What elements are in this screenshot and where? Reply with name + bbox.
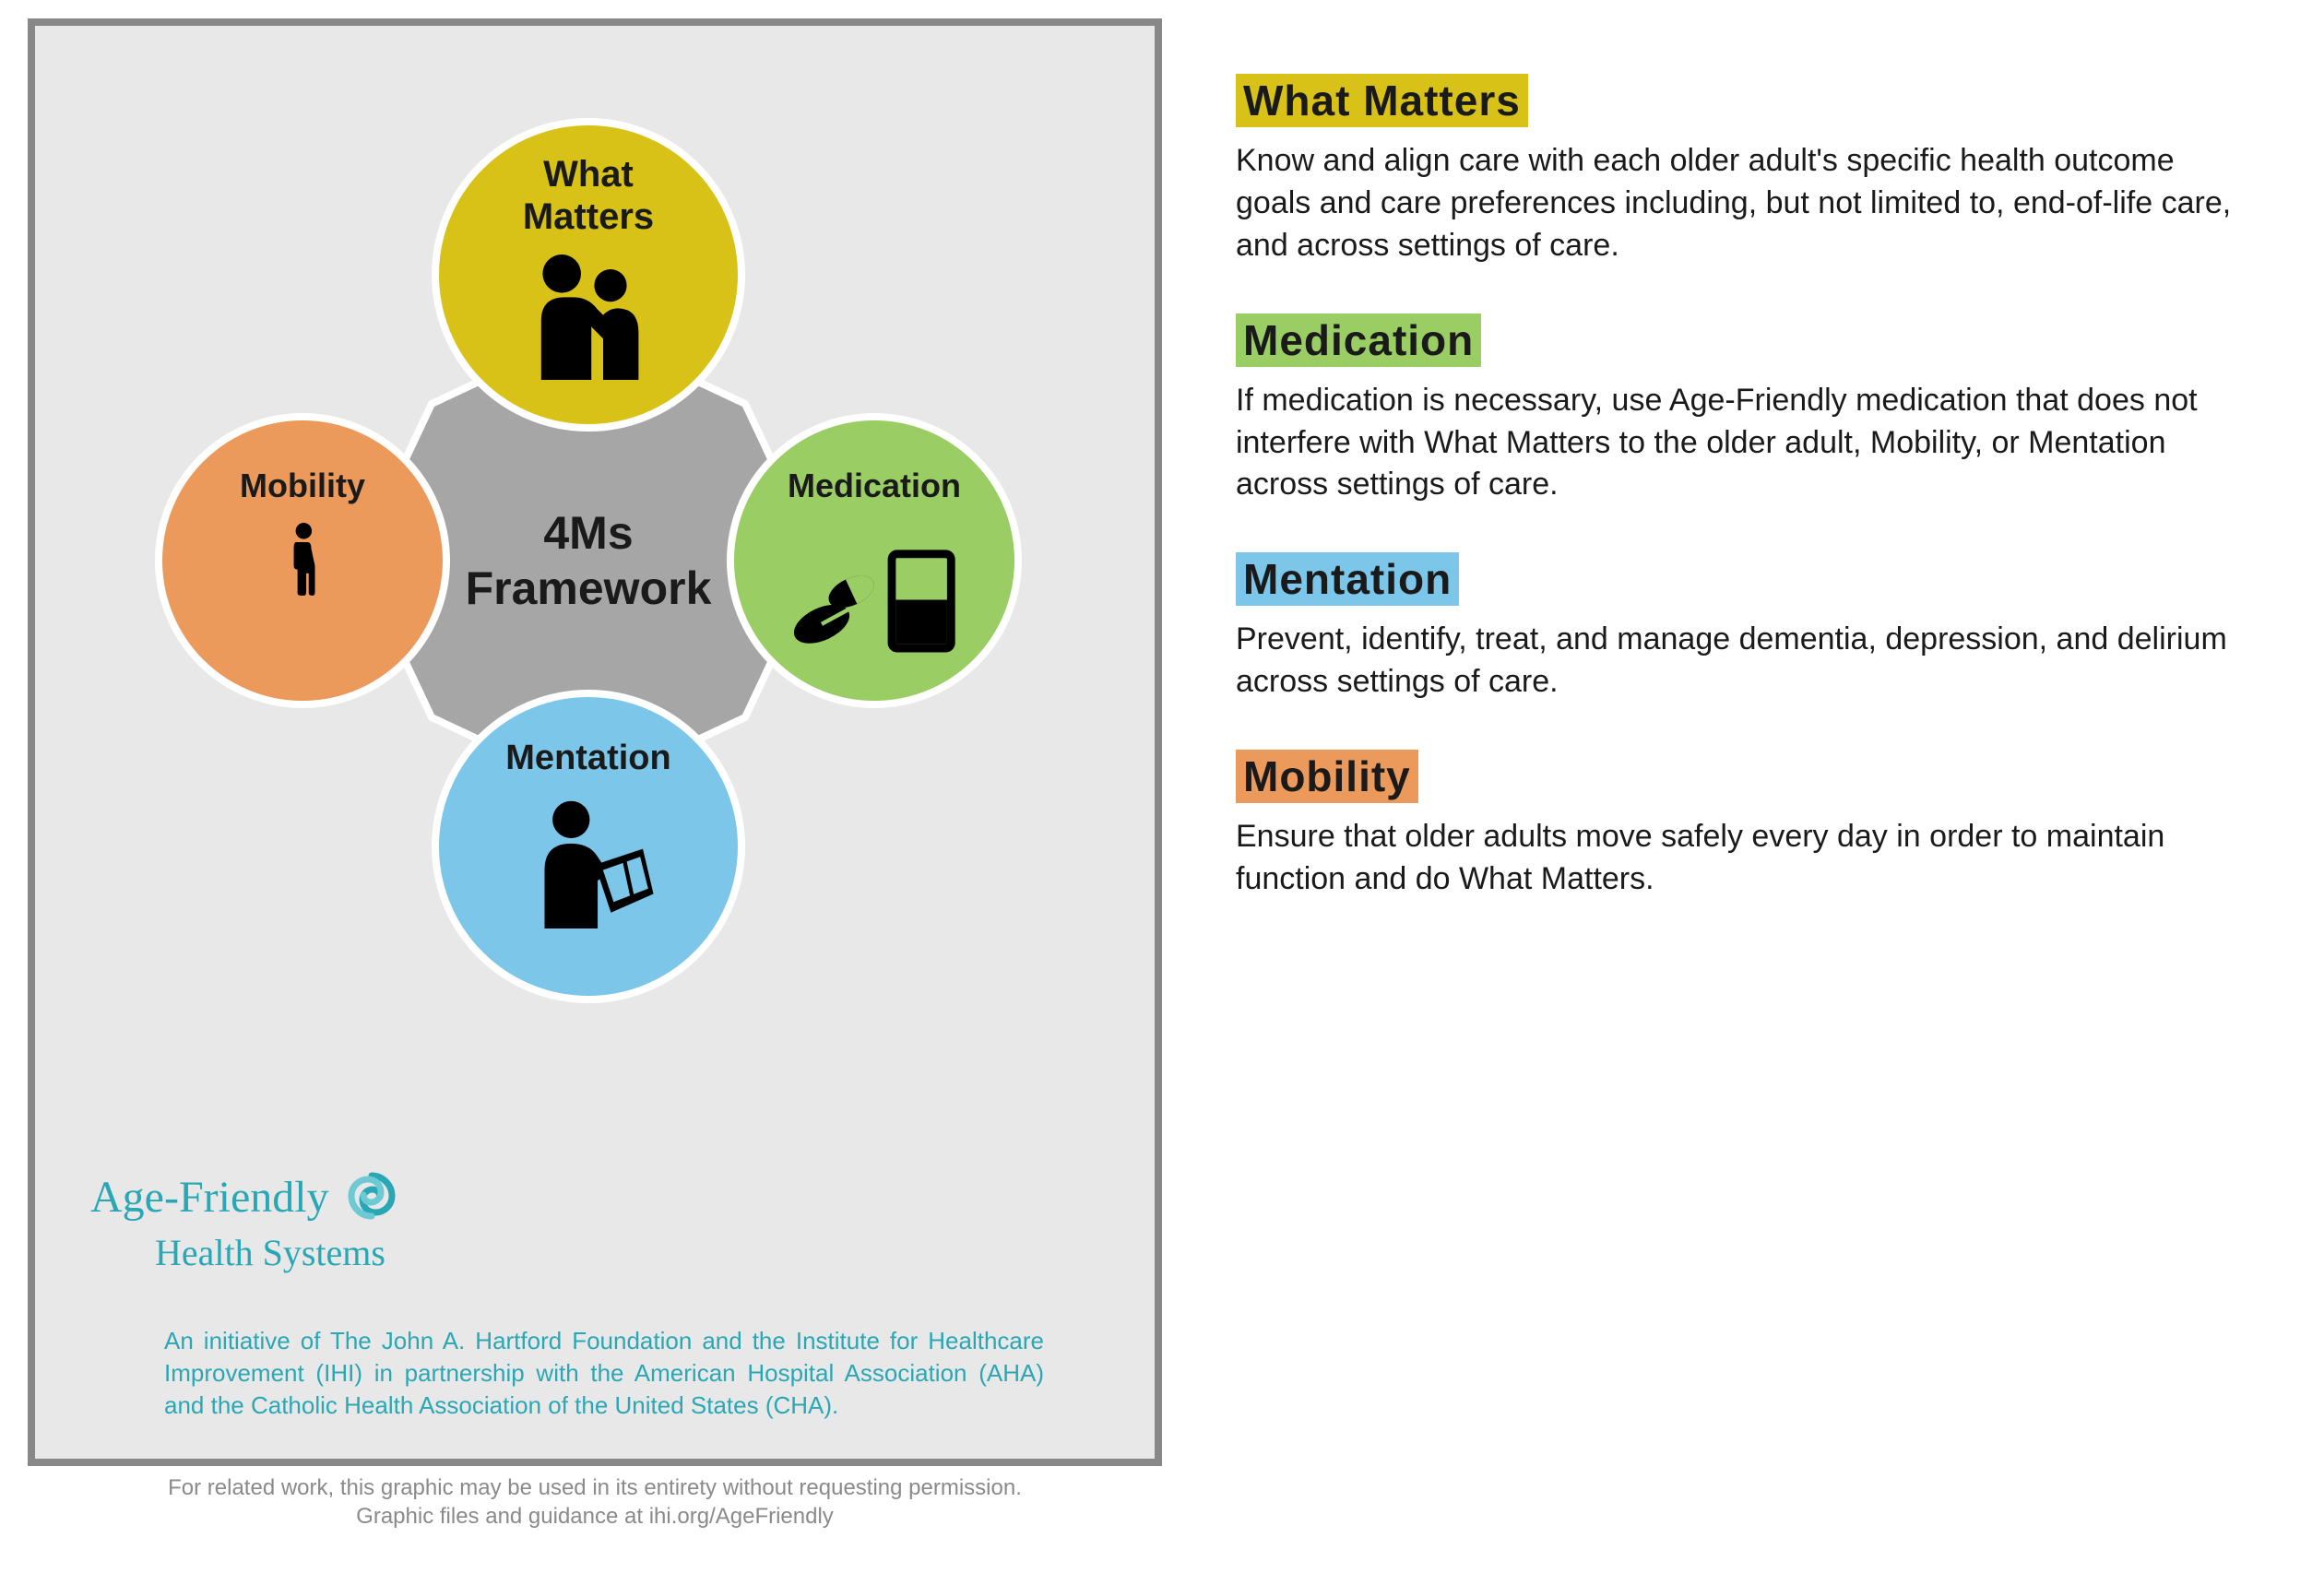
description-section: Medication If medication is necessary, us…: [1236, 313, 2241, 507]
swirl-icon: [348, 1172, 396, 1231]
description-section: Mentation Prevent, identify, treat, and m…: [1236, 552, 2241, 704]
circle-medication: Medication: [727, 413, 1022, 708]
logo-line2: Health Systems: [155, 1231, 396, 1274]
descriptions-panel: What Matters Know and align care with eac…: [1162, 18, 2296, 1555]
section-heading: Medication: [1236, 313, 1481, 367]
circle-label: WhatMatters: [523, 153, 654, 238]
section-heading: Mobility: [1236, 750, 1418, 803]
footer-line1: For related work, this graphic may be us…: [35, 1473, 1155, 1502]
circle-label: Mentation: [505, 739, 670, 779]
circle-label: Medication: [788, 467, 961, 504]
logo-line1: Age-Friendly: [90, 1173, 329, 1222]
section-body: Prevent, identify, treat, and manage dem…: [1236, 619, 2241, 704]
circle-label: Mobility: [240, 467, 365, 504]
diagram-panel: 4MsFramework WhatMatters Medication Mentat…: [28, 18, 1162, 1466]
reading-icon: [515, 796, 662, 928]
section-heading: Mentation: [1236, 552, 1459, 606]
circle-mentation: Mentation: [432, 690, 745, 1003]
description-section: What Matters Know and align care with eac…: [1236, 74, 2241, 267]
section-body: Know and align care with each older adul…: [1236, 140, 2241, 267]
walking-icon: [261, 521, 344, 596]
footer-line2: Graphic files and guidance at ihi.org/Ag…: [35, 1502, 1155, 1531]
center-label-text: 4MsFramework: [466, 507, 712, 614]
initiative-text: An initiative of The John A. Hartford Fo…: [164, 1325, 1044, 1422]
section-body: Ensure that older adults move safely eve…: [1236, 816, 2241, 901]
hug-icon: [515, 247, 662, 380]
description-section: Mobility Ensure that older adults move sa…: [1236, 750, 2241, 901]
section-heading: What Matters: [1236, 74, 1528, 127]
circle-what_matters: WhatMatters: [432, 118, 745, 432]
logo: Age-Friendly Health Systems: [90, 1172, 396, 1274]
footer-note: For related work, this graphic may be us…: [35, 1473, 1155, 1531]
section-body: If medication is necessary, use Age-Frie…: [1236, 380, 2241, 507]
pills-icon: [787, 521, 962, 679]
diagram-area: 4MsFramework WhatMatters Medication Mentat…: [35, 26, 1155, 1114]
center-label: 4MsFramework: [466, 505, 712, 616]
circle-mobility: Mobility: [155, 413, 450, 708]
